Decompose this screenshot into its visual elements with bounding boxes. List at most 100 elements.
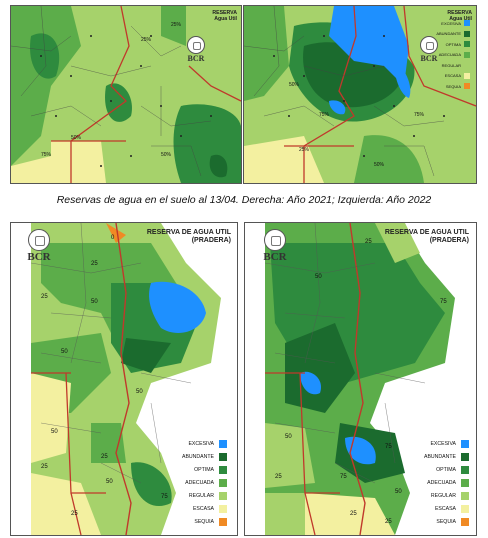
contour-label: 75% (319, 112, 330, 118)
bcr-logo-text: BCR (420, 54, 438, 63)
legend-item: REGULAR (424, 60, 470, 71)
legend-swatch (219, 439, 227, 448)
contour-label: 25 (350, 511, 357, 517)
legend-swatch (219, 505, 227, 514)
legend-item: EXCESIVA (424, 18, 470, 29)
map-title-line2: Agua Util (214, 16, 237, 22)
contour-label: 50 (315, 274, 322, 280)
legend-item: EXCESIVA (399, 437, 469, 450)
legend-item: SEQUIA (424, 81, 470, 92)
bcr-logo: BCR (255, 229, 295, 263)
legend-item: OPTIMA (424, 39, 470, 50)
legend-swatch (461, 478, 469, 487)
contour-label: 75 (340, 474, 347, 480)
legend-swatch (464, 20, 470, 27)
map-title-line1: RESERVA DE AGUA UTIL (384, 229, 469, 236)
legend-item: ADECUADA (424, 50, 470, 61)
legend-item: ESCASA (399, 502, 469, 515)
contour-label: 25 (365, 239, 372, 245)
map-bottom-right: 75 50 25 50 25 75 75 50 25 25 BCR RESERV… (244, 222, 477, 536)
legend-swatch (461, 505, 469, 514)
contour-label: 25 (71, 511, 78, 517)
bcr-seal-icon (187, 36, 205, 54)
contour-label: 50% (289, 82, 300, 88)
legend-swatch (464, 72, 470, 79)
contour-label: 25% (171, 22, 182, 28)
legend-swatch (461, 518, 469, 527)
map-top-right-shapes: 75% 75% 50% 25% 50% (244, 6, 476, 183)
legend-swatch (464, 83, 470, 90)
bcr-logo-text: BCR (263, 251, 287, 263)
legend-item: ADECUADA (399, 476, 469, 489)
map-top-right-stations (273, 35, 445, 157)
legend-swatch (461, 452, 469, 461)
legend-item: OPTIMA (399, 463, 469, 476)
map-bottom-right-title: RESERVA DE AGUA UTIL (PRADERA) (369, 229, 469, 245)
contour-label: 25% (141, 37, 152, 43)
legend-swatch (219, 491, 227, 500)
legend-swatch (461, 439, 469, 448)
contour-label: 75 (385, 444, 392, 450)
map-title-line2: Agua Util (449, 16, 472, 22)
legend-swatch (464, 51, 470, 58)
figure-caption: Reservas de agua en el suelo al 13/04. D… (56, 194, 432, 206)
bcr-seal-icon (420, 36, 438, 54)
contour-label: 0 (111, 235, 115, 241)
map-bottom-left-shapes: 0 25 25 50 50 50 50 25 25 50 25 75 (11, 223, 237, 535)
legend-item: ABUNDANTE (157, 450, 227, 463)
legend-item: ESCASA (424, 71, 470, 82)
legend-swatch (219, 518, 227, 527)
contour-label: 25 (41, 464, 48, 470)
contour-label: 50 (395, 489, 402, 495)
legend-item: ADECUADA (157, 476, 227, 489)
legend-top-right: EXCESIVA ABUNDANTE OPTIMA ADECUADA REGUL… (424, 18, 470, 92)
contour-label: 50 (136, 389, 143, 395)
legend-item: SEQUIA (157, 516, 227, 529)
map-title-line2: (PRADERA) (191, 237, 231, 244)
legend-swatch (464, 30, 470, 37)
map-title-line1: RESERVA (447, 10, 472, 16)
legend-item: REGULAR (157, 489, 227, 502)
bcr-seal-icon (264, 229, 286, 251)
map-title-line2: (PRADERA) (429, 237, 469, 244)
legend-swatch (461, 465, 469, 474)
contour-label: 50 (51, 429, 58, 435)
contour-label: 50 (285, 434, 292, 440)
contour-label: 75% (414, 112, 425, 118)
map-top-left-title: RESERVA Agua Util (177, 10, 237, 22)
bcr-logo: BCR (416, 36, 442, 63)
legend-item: SEQUIA (399, 516, 469, 529)
legend-bottom-right: EXCESIVA ABUNDANTE OPTIMA ADECUADA REGUL… (399, 437, 469, 529)
map-title-line1: RESERVA DE AGUA UTIL (146, 229, 231, 236)
contour-label: 25% (299, 147, 310, 153)
legend-item: OPTIMA (157, 463, 227, 476)
bcr-logo-text: BCR (27, 251, 51, 263)
legend-swatch (219, 452, 227, 461)
contour-label: 25 (41, 294, 48, 300)
contour-label: 50 (61, 349, 68, 355)
contour-label: 50 (91, 299, 98, 305)
map-bottom-right-shapes: 75 50 25 50 25 75 75 50 25 25 (245, 223, 476, 535)
legend-swatch (464, 62, 470, 69)
bcr-logo: BCR (19, 229, 59, 263)
legend-bottom-left: EXCESIVA ABUNDANTE OPTIMA ADECUADA REGUL… (157, 437, 227, 529)
contour-label: 25 (275, 474, 282, 480)
bcr-logo: BCR (183, 36, 209, 63)
legend-item: REGULAR (399, 489, 469, 502)
map-title-line1: RESERVA (212, 10, 237, 16)
map-top-right-title: RESERVA Agua Util (412, 10, 472, 22)
contour-label: 50 (106, 479, 113, 485)
map-bottom-left-title: RESERVA DE AGUA UTIL (PRADERA) (131, 229, 231, 245)
legend-item: ESCASA (157, 502, 227, 515)
legend-swatch (461, 491, 469, 500)
contour-label: 25 (385, 519, 392, 525)
contour-label: 75 (161, 494, 168, 500)
map-top-left: 25% 50% 50% 25% 75% RESERVA Agua Util BC… (10, 5, 242, 184)
contour-label: 75 (440, 299, 447, 305)
map-top-left-stations (40, 35, 212, 167)
legend-item: ABUNDANTE (399, 450, 469, 463)
legend-swatch (464, 41, 470, 48)
contour-label: 50% (161, 152, 172, 158)
map-top-right: 75% 75% 50% 25% 50% RESERVA Agua Util BC… (243, 5, 477, 184)
legend-item: EXCESIVA (157, 437, 227, 450)
